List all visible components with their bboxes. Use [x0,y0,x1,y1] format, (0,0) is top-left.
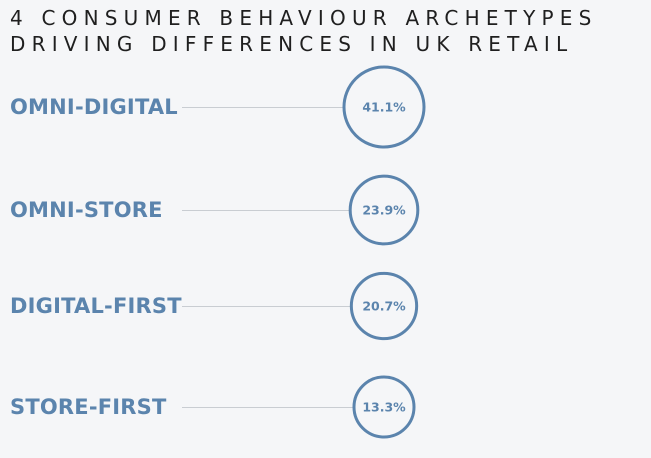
archetype-label: STORE-FIRST [10,395,167,419]
chart-title-line-1: 4 CONSUMER BEHAVIOUR ARCHETYPES [10,6,598,30]
value-bubble [352,375,416,439]
archetype-row: OMNI-DIGITAL 41.1% [10,65,426,149]
value-label: 23.9% [362,203,406,218]
value-label: 20.7% [362,299,406,314]
archetype-label: OMNI-STORE [10,198,163,222]
archetype-label: DIGITAL-FIRST [10,294,182,318]
value-bubble [342,65,426,149]
archetype-label: OMNI-DIGITAL [10,95,178,119]
chart-title-line-2: DRIVING DIFFERENCES IN UK RETAIL [10,32,574,56]
value-label: 13.3% [362,400,406,415]
archetype-row: STORE-FIRST 13.3% [10,375,416,439]
value-bubble [349,271,419,341]
chart-title: 4 CONSUMER BEHAVIOUR ARCHETYPES DRIVING … [10,5,650,57]
value-label: 41.1% [362,100,406,115]
archetype-row: DIGITAL-FIRST 20.7% [10,271,419,341]
archetype-row: OMNI-STORE 23.9% [10,174,420,246]
value-bubble [348,174,420,246]
